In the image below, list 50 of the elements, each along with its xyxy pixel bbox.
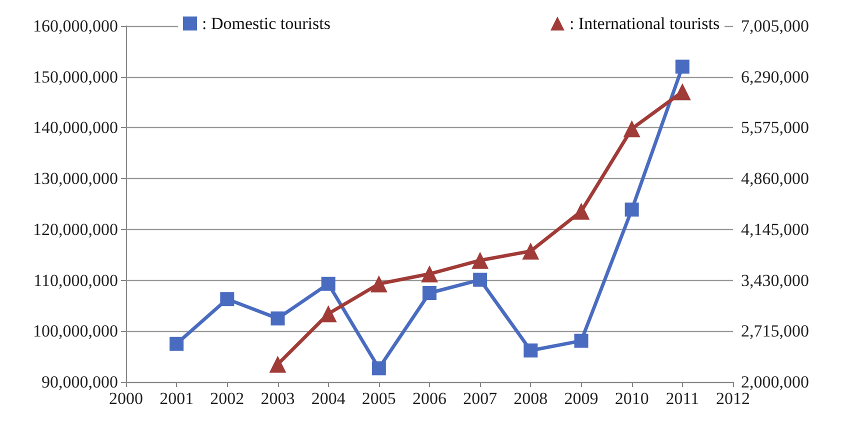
y-tick-label: 130,000,000 [33,169,118,188]
x-tick-label: 2004 [311,389,346,408]
point [170,336,184,351]
y-tick-label: 90,000,000 [42,372,118,392]
point [624,202,639,217]
point [372,361,386,376]
y2-tick-label: 5,575,000 [741,118,809,138]
x-tick-label: 2012 [716,389,750,408]
y2-tick-label: 6,290,000 [741,67,809,86]
y2-tick-label: 7,005,000 [741,16,809,36]
point [472,252,489,269]
point [674,83,691,100]
point [269,356,286,373]
y-tick-label: 140,000,000 [33,118,118,138]
x-tick-label: 2011 [666,389,700,408]
x-tick-label: 2008 [514,389,548,408]
y2-tick-label: 4,860,000 [741,169,809,188]
point [422,286,436,300]
point [473,272,488,287]
point [370,275,388,292]
y2-tick-label: 3,430,000 [741,270,809,290]
point [623,120,640,138]
y-tick-label: 160,000,000 [33,16,118,36]
x-tick-label: 2007 [463,389,498,408]
x-tick-label: 2001 [160,389,194,408]
x-tick-label: 2000 [109,389,143,408]
point [220,292,234,306]
point [270,311,285,326]
legend-label: : Domestic tourists [202,14,330,33]
point [522,242,540,260]
y-tick-label: 110,000,000 [34,270,118,290]
x-tick-label: 2009 [564,389,598,408]
point [572,202,590,220]
point [524,343,538,358]
y2-tick-label: 2,000,000 [741,372,809,392]
x-tick-label: 2006 [412,389,446,408]
legend-label: : International tourists [569,14,720,33]
y-tick-label: 100,000,000 [33,322,118,341]
point [421,265,438,282]
y-tick-label: 120,000,000 [33,220,118,239]
y-tick-label: 150,000,000 [33,67,118,86]
point [675,60,690,74]
x-tick-label: 2005 [362,389,396,408]
x-tick-label: 2002 [210,389,244,408]
x-tick-label: 2003 [260,389,295,408]
x-tick-label: 2010 [614,389,649,408]
point [574,334,588,348]
point [321,276,336,291]
y2-tick-label: 4,145,000 [741,220,809,239]
y2-tick-label: 2,715,000 [741,322,809,341]
